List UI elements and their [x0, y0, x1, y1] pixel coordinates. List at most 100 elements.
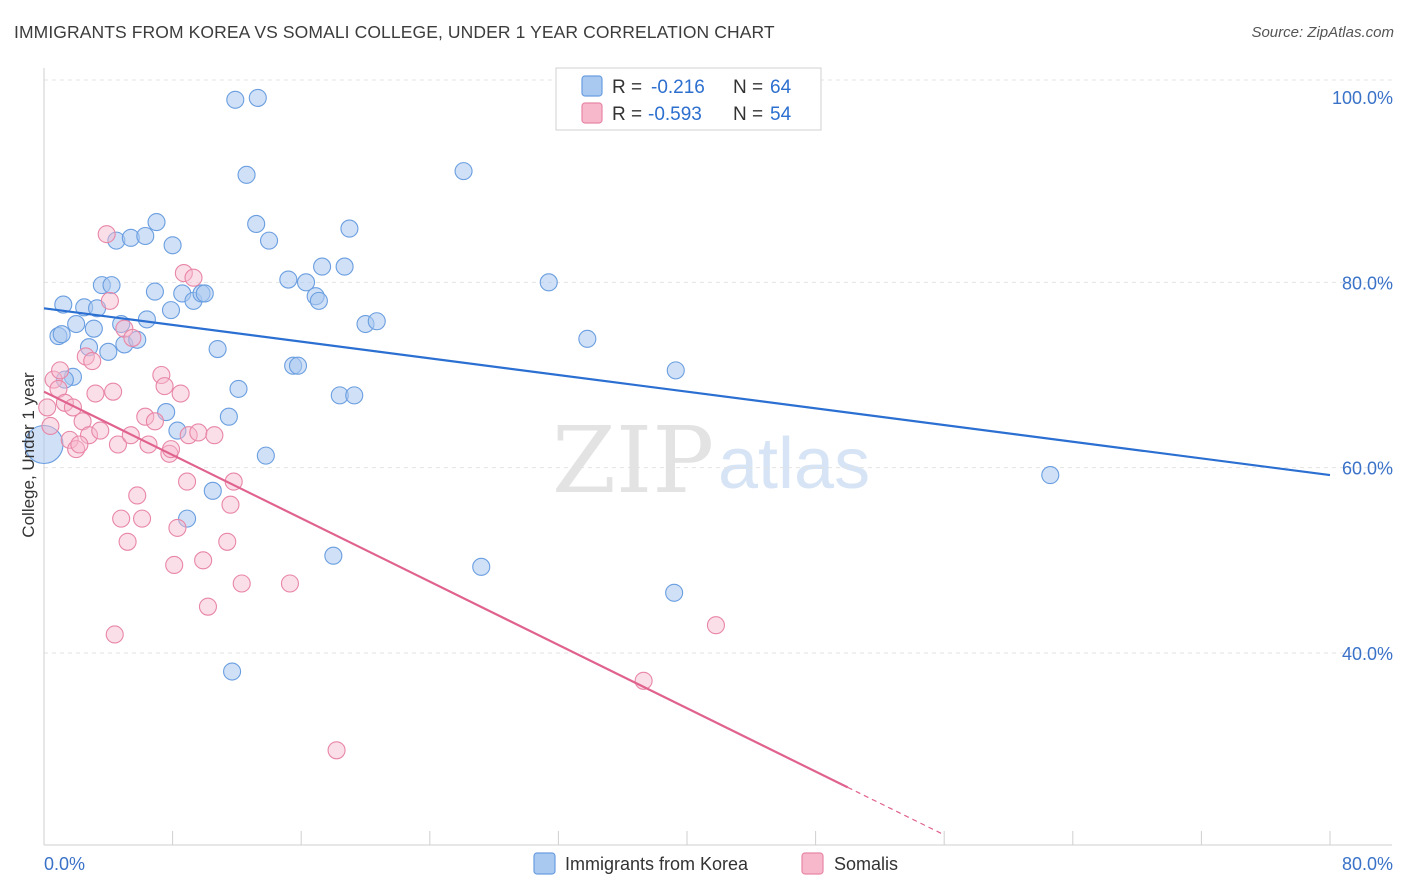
somali-point	[79, 426, 99, 445]
somali-point	[118, 532, 137, 551]
somali-point	[327, 741, 346, 760]
watermark-atlas: atlas	[718, 424, 870, 504]
korea-point	[163, 236, 182, 255]
somali-point	[51, 361, 70, 380]
somali-point	[194, 551, 213, 570]
korea-point	[67, 314, 86, 334]
korea-point	[54, 295, 73, 314]
somali-point	[86, 384, 105, 403]
bottom-legend-korea-label: Immigrants from Korea	[565, 854, 749, 874]
somali-point	[123, 328, 142, 347]
somali-point	[76, 347, 95, 366]
y-tick-label: 80.0%	[1342, 273, 1393, 293]
series-korea-points	[24, 88, 1060, 681]
somali-point	[97, 225, 116, 244]
y-tick-label: 100.0%	[1332, 88, 1393, 108]
korea-point	[248, 88, 267, 107]
korea-point	[666, 361, 685, 380]
korea-point	[168, 421, 187, 440]
korea-point	[223, 662, 242, 681]
korea-point	[247, 214, 266, 234]
somali-point	[198, 597, 218, 616]
somali-point	[83, 352, 102, 371]
korea-point	[345, 386, 364, 405]
somali-point	[60, 430, 79, 449]
korea-point	[178, 509, 197, 528]
korea-point	[367, 312, 386, 331]
legend-r-value-korea: -0.216	[651, 77, 705, 98]
korea-point	[102, 276, 121, 295]
somali-point	[168, 518, 187, 537]
series-somali-points	[38, 225, 725, 760]
somali-point	[280, 574, 299, 593]
somali-point	[44, 370, 63, 389]
korea-point	[208, 340, 227, 359]
korea-point	[203, 481, 222, 500]
somali-point	[218, 532, 237, 551]
legend-n-value-somali: 54	[770, 104, 792, 125]
korea-point	[335, 257, 354, 276]
korea-point	[256, 446, 275, 465]
somali-point	[91, 421, 110, 440]
korea-point	[195, 284, 214, 303]
korea-point	[454, 162, 473, 181]
legend-r-label-somali: R =	[612, 104, 642, 125]
source-credit: Source: ZipAtlas.com	[1251, 24, 1394, 41]
y-tick-label: 60.0%	[1342, 459, 1393, 479]
korea-point	[324, 546, 343, 565]
korea-point	[226, 90, 245, 109]
somali-point	[41, 416, 60, 436]
bottom-legend: Immigrants from Korea Somalis	[533, 852, 898, 875]
somali-point	[155, 377, 174, 396]
somali-point	[104, 382, 123, 401]
korea-point	[539, 273, 558, 292]
trend-lines	[43, 307, 1331, 836]
x-tick-labels: 0.0% 80.0%	[44, 854, 1393, 874]
x-tick-label: 80.0%	[1342, 854, 1393, 874]
legend-n-label-somali: N =	[733, 104, 763, 125]
korea-point	[136, 226, 155, 246]
somali-point	[171, 384, 190, 403]
legend-korea-swatch	[581, 75, 603, 97]
korea-point	[259, 231, 279, 250]
somali-trend-line	[43, 390, 849, 789]
korea-point	[340, 219, 359, 238]
korea-point	[99, 342, 118, 361]
korea-point	[1041, 466, 1060, 485]
korea-point	[84, 319, 103, 338]
somali-point	[152, 365, 171, 385]
legend-r-value-somali: -0.593	[648, 104, 702, 125]
somali-point	[178, 472, 197, 491]
korea-point	[279, 270, 298, 289]
korea-point	[52, 325, 71, 344]
korea-point	[313, 257, 332, 276]
y-tick-labels: 100.0% 80.0% 60.0% 40.0%	[1332, 88, 1393, 664]
somali-point	[38, 398, 57, 417]
somali-point	[128, 486, 147, 505]
somali-point	[165, 555, 184, 575]
somali-point	[136, 407, 155, 426]
korea-point	[145, 282, 164, 301]
korea-point	[296, 273, 316, 292]
legend-n-label-korea: N =	[733, 77, 763, 98]
somali-point	[108, 435, 127, 454]
watermark-zip: ZIP	[552, 407, 714, 514]
legend: R = -0.216 N = 64 R = -0.593 N = 54	[555, 67, 822, 131]
y-tick-label: 40.0%	[1342, 644, 1393, 664]
korea-point	[288, 356, 308, 375]
legend-n-value-korea: 64	[770, 77, 792, 98]
legend-r-label-korea: R =	[612, 77, 642, 98]
chart-title: IMMIGRANTS FROM KOREA VS SOMALI COLLEGE,…	[14, 22, 775, 42]
korea-point	[665, 583, 684, 602]
legend-somali-swatch	[581, 102, 603, 124]
korea-trend-line	[43, 307, 1331, 477]
somali-trend-extension	[847, 786, 945, 836]
korea-point	[229, 379, 248, 398]
y-axis-label: College, Under 1 year	[19, 372, 38, 538]
somali-point	[189, 423, 208, 442]
somali-point	[184, 268, 203, 287]
bottom-legend-somali-label: Somalis	[834, 854, 898, 874]
korea-point	[237, 165, 256, 184]
korea-point	[147, 213, 166, 232]
